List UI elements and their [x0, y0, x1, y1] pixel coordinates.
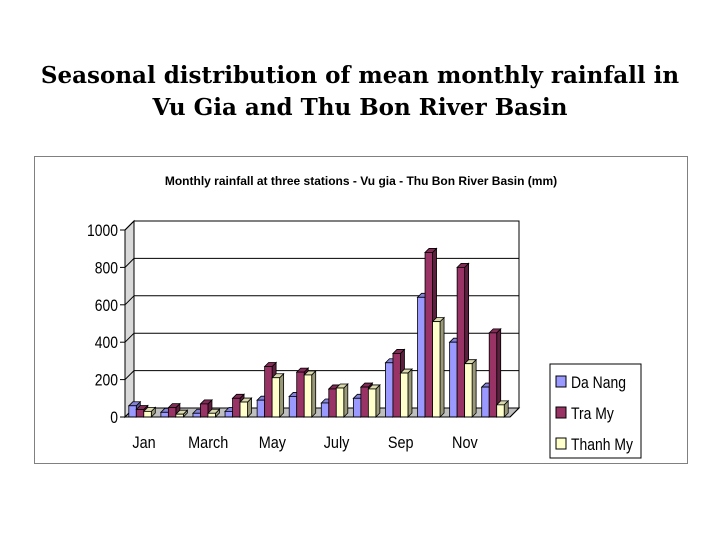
bar-thanh-my-may: [271, 372, 285, 418]
gridline-side: [124, 370, 135, 380]
bar-thanh-my-feb: [174, 409, 189, 418]
legend-entry-thanh-my: Thanh My: [555, 436, 633, 455]
bar-thanh-my-aug: [367, 383, 381, 418]
slide-title-line-1: Seasonal distribution of mean monthly ra…: [40, 62, 680, 89]
gridline-side: [124, 332, 135, 343]
bar-thanh-my-march: [206, 408, 221, 418]
x-tick-label: Nov: [452, 434, 478, 452]
x-tick-label: Jan: [132, 434, 155, 452]
y-tick-label: 0: [110, 409, 118, 428]
bar-thanh-my-nov: [463, 358, 478, 418]
bar-thanh-my-dec: [495, 399, 510, 418]
slide-title-line-2: Vu Gia and Thu Bon River Basin: [152, 94, 568, 121]
slide-title: Seasonal distribution of mean monthly ra…: [20, 60, 700, 124]
bar-thanh-my-jun: [303, 369, 317, 418]
bar-thanh-my-oct: [431, 316, 446, 418]
legend-entry-da-nang: Da Nang: [555, 374, 626, 393]
x-tick-label: July: [324, 434, 350, 452]
y-tick-label: 200: [95, 371, 119, 390]
chart-title: Monthly rainfall at three stations - Vu …: [165, 174, 557, 188]
y-tick-label: 800: [95, 259, 119, 278]
plot-side-wall: [124, 219, 135, 419]
x-axis-depth: [509, 407, 520, 418]
y-tick-label: 600: [95, 297, 119, 316]
svg-text:Tra My: Tra My: [571, 405, 614, 424]
y-tick-label: 400: [95, 334, 119, 353]
legend-entry-tra-my: Tra My: [555, 405, 614, 424]
x-tick-label: May: [259, 434, 286, 452]
x-tick-label: March: [188, 434, 228, 452]
gridline-side: [124, 295, 135, 306]
bar-thanh-my-sep: [399, 368, 413, 418]
gridline-side: [124, 258, 135, 268]
svg-text:Da Nang: Da Nang: [571, 374, 626, 393]
gridline-side: [124, 220, 135, 231]
bar-thanh-my-apr: [239, 397, 253, 418]
y-tick-label: 1000: [87, 222, 118, 241]
bar-thanh-my-july: [335, 383, 349, 418]
x-tick-label: Sep: [388, 434, 414, 452]
bar-thanh-my-jan: [142, 406, 157, 418]
svg-text:Thanh My: Thanh My: [571, 436, 633, 455]
